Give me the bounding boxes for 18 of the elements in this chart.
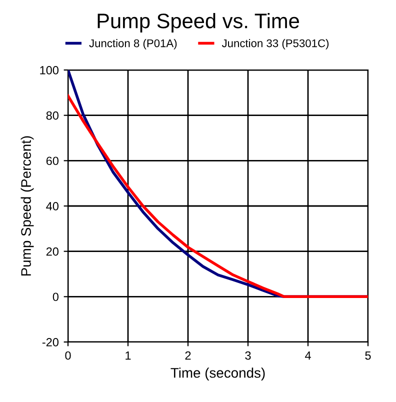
y-tick-label: 40 [46, 202, 59, 210]
y-tick-label: 100 [40, 66, 59, 74]
x-tick-label: 3 [245, 351, 251, 360]
y-tick-label: 80 [46, 111, 59, 120]
y-tick-label: 0 [52, 292, 59, 302]
y-tick-label: 60 [46, 156, 59, 166]
legend-label: Junction 8 (P01A) [89, 39, 177, 50]
x-tick-label: 2 [185, 351, 191, 360]
y-axis-title: Pump Speed (Percent) [20, 136, 34, 276]
chart-title: Pump Speed vs. Time [98, 13, 299, 32]
x-tick-label: 1 [126, 351, 131, 360]
x-axis-title: Time (seconds) [170, 368, 265, 381]
x-tick-label: 0 [65, 351, 71, 360]
y-tick-label: -20 [42, 338, 59, 346]
x-tick-label: 5 [365, 351, 371, 360]
x-tick-label: 4 [304, 351, 311, 360]
y-tick-label: 20 [46, 247, 59, 256]
legend-label: Junction 33 (P5301C) [222, 39, 329, 50]
